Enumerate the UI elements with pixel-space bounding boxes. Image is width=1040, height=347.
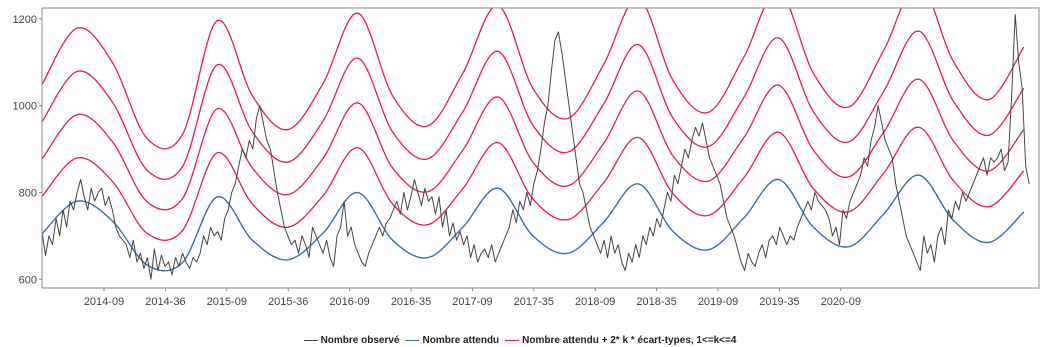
y-tick-label: 1000 bbox=[13, 101, 37, 113]
expected-line bbox=[42, 174, 1025, 272]
x-tick-label: 2016-35 bbox=[391, 296, 431, 308]
x-tick-label: 2015-09 bbox=[207, 296, 247, 308]
observed-line bbox=[42, 14, 1030, 280]
x-tick-label: 2018-35 bbox=[636, 296, 676, 308]
legend-swatch-thresholds bbox=[505, 339, 520, 341]
x-tick-label: 2014-09 bbox=[84, 296, 124, 308]
plot-panel-border bbox=[41, 7, 1040, 289]
y-tick-label: 600 bbox=[19, 274, 37, 286]
threshold-line-3 bbox=[42, 30, 1025, 180]
legend-label-observed: Nombre observé bbox=[320, 334, 400, 346]
legend-item-thresholds: Nombre attendu + 2* k * écart-types, 1<=… bbox=[505, 335, 736, 346]
x-tick-label: 2020-09 bbox=[821, 296, 861, 308]
x-tick-label: 2017-09 bbox=[452, 296, 492, 308]
threshold-line-4 bbox=[42, 8, 1025, 150]
x-tick-label: 2015-36 bbox=[268, 296, 308, 308]
y-tick-label: 800 bbox=[19, 187, 37, 199]
legend-item-expected: Nombre attendu bbox=[405, 335, 499, 346]
legend-swatch-expected bbox=[405, 339, 420, 341]
x-tick-label: 2019-35 bbox=[759, 296, 799, 308]
x-tick-label: 2014-36 bbox=[145, 296, 185, 308]
legend-swatch-observed bbox=[303, 339, 318, 341]
x-tick-label: 2016-09 bbox=[329, 296, 369, 308]
legend-item-observed: Nombre observé bbox=[303, 334, 400, 346]
x-tick-label: 2018-09 bbox=[575, 296, 615, 308]
chart: 600 800 1000 1200 2014-09 2014-36 2015-09 2015… bbox=[13, 7, 1040, 308]
x-tick-label: 2019-09 bbox=[698, 296, 738, 308]
x-tick-label: 2017-35 bbox=[514, 296, 554, 308]
legend: Nombre observé Nombre attendu Nombre att… bbox=[0, 333, 1040, 347]
legend-label-expected: Nombre attendu bbox=[422, 334, 500, 346]
y-axis-ticks: 600 800 1000 1200 bbox=[13, 14, 42, 286]
legend-label-thresholds: Nombre attendu + 2* k * écart-types, 1<=… bbox=[522, 334, 737, 346]
x-axis-ticks: 2014-09 2014-36 2015-09 2015-36 2016-09 2016-… bbox=[84, 288, 861, 308]
threshold-line-1 bbox=[42, 126, 1025, 241]
y-tick-label: 1200 bbox=[13, 14, 37, 26]
threshold-line-2 bbox=[42, 78, 1025, 211]
series-layer bbox=[42, 8, 1030, 280]
